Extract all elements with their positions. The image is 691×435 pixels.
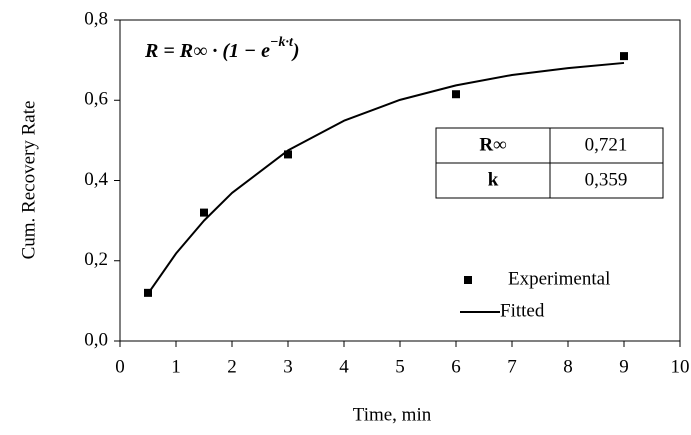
- legend-marker: [464, 276, 472, 284]
- x-tick-label: 0: [115, 356, 125, 377]
- y-tick-label: 0,2: [84, 249, 108, 270]
- table-cell: R∞: [479, 134, 506, 155]
- equation-base: R = R∞ · (1 − e: [144, 40, 270, 62]
- data-point: [200, 208, 208, 217]
- data-point: [620, 52, 628, 61]
- equation-close: ): [291, 40, 300, 62]
- param-table: R∞ 0,721 k 0,359: [435, 127, 664, 199]
- y-tick-label: 0,6: [84, 89, 108, 110]
- x-tick-label: 2: [227, 356, 237, 377]
- x-tick-label: 6: [451, 356, 461, 377]
- data-point: [284, 150, 292, 159]
- y-axis-title: Cum. Recovery Rate: [18, 101, 39, 260]
- equation-exponent: −k·t: [270, 35, 294, 50]
- fitted-line: [147, 61, 625, 295]
- x-tick-label: 5: [395, 356, 405, 377]
- x-tick-label: 4: [339, 356, 349, 377]
- y-tick-label: 0,0: [84, 329, 108, 350]
- x-tick-label: 7: [507, 356, 517, 377]
- table-cell: k: [488, 169, 499, 190]
- y-tick-label: 0,8: [84, 8, 108, 29]
- x-tick-label: 1: [171, 356, 181, 377]
- legend-label: Fitted: [500, 300, 545, 321]
- table-cell: 0,721: [585, 134, 628, 155]
- x-axis-title: Time, min: [353, 404, 432, 425]
- table-cell: 0,359: [585, 169, 628, 190]
- equation: R = R∞ · (1 − e−k·t): [144, 35, 300, 61]
- x-tick-label: 8: [563, 356, 573, 377]
- x-tick-label: 9: [619, 356, 629, 377]
- data-point: [452, 90, 460, 99]
- legend-label: Experimental: [508, 268, 610, 289]
- x-tick-label: 10: [671, 356, 690, 377]
- x-tick-label: 3: [283, 356, 293, 377]
- y-tick-label: 0,4: [84, 169, 108, 190]
